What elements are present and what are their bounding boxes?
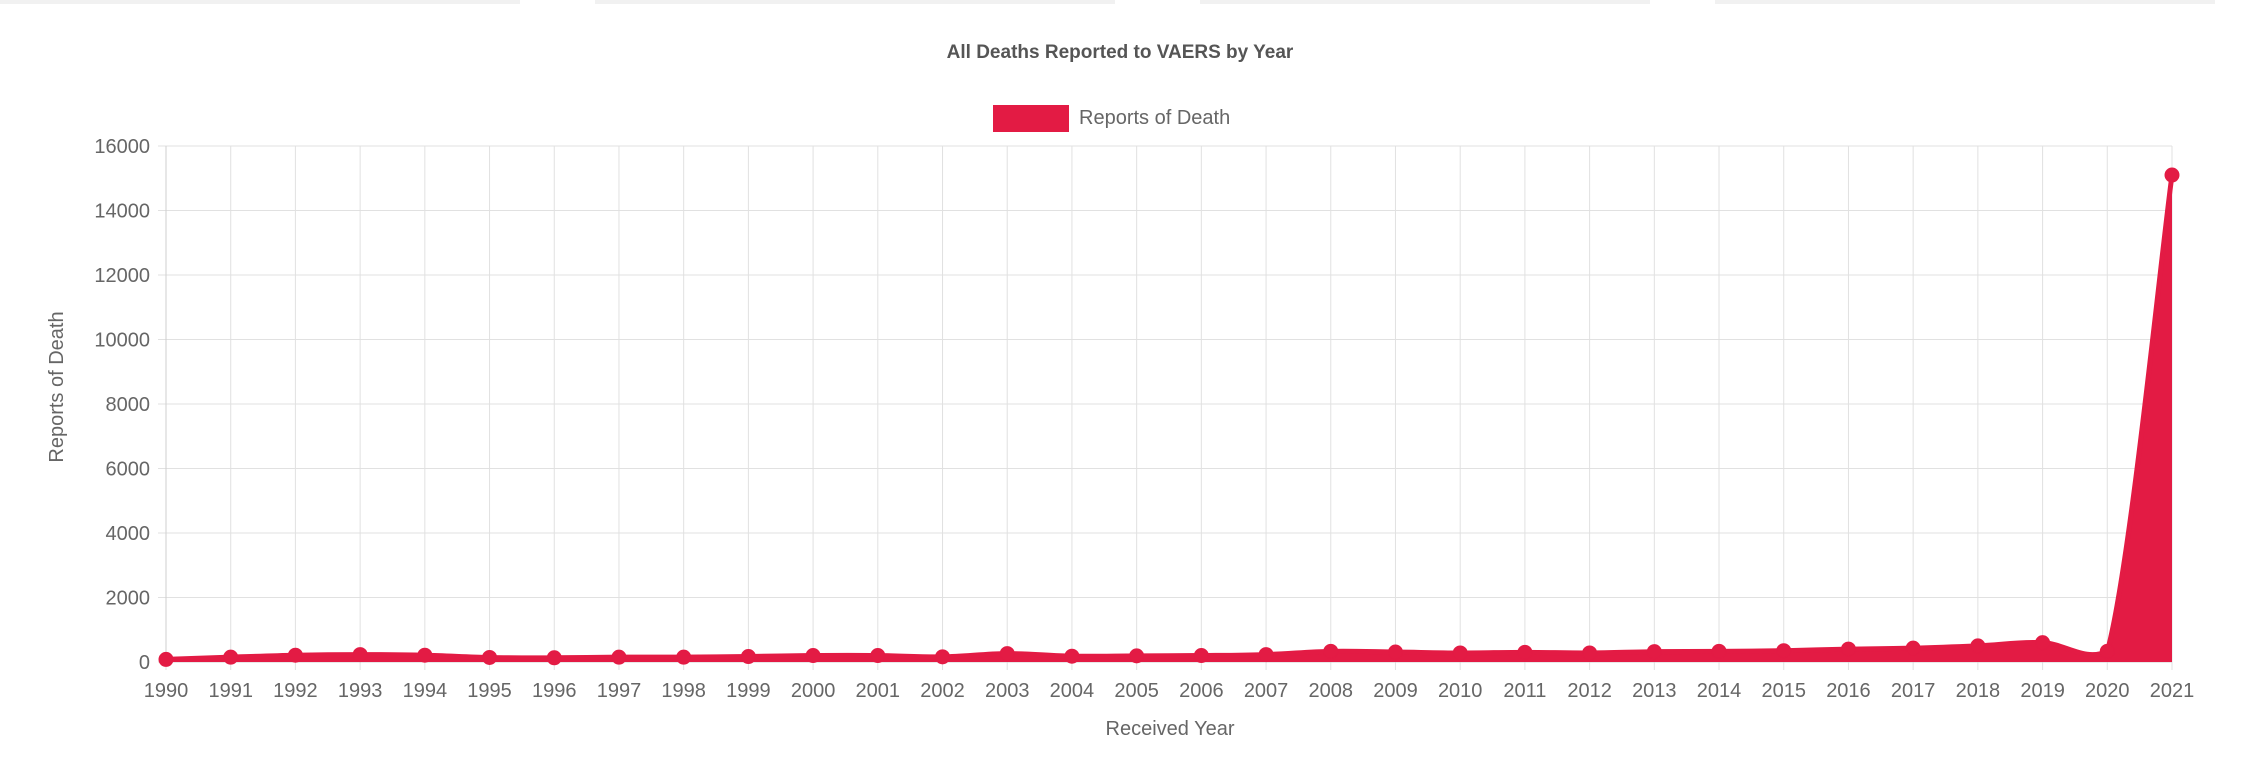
data-point-2000[interactable] xyxy=(805,648,821,664)
y-tick-label-2: 4000 xyxy=(106,523,151,545)
x-tick-label-2009: 2009 xyxy=(1373,680,1418,702)
top-panel-edge-4 xyxy=(1715,0,2215,4)
data-point-2021[interactable] xyxy=(2164,167,2180,183)
x-tick-label-1999: 1999 xyxy=(726,680,771,702)
y-tick-label-1: 2000 xyxy=(106,588,151,610)
data-point-2003[interactable] xyxy=(999,646,1015,662)
y-axis-title: Reports of Death xyxy=(46,311,68,462)
data-point-2012[interactable] xyxy=(1582,645,1598,661)
y-axis-ticks: 0 2000 4000 6000 8000 10000 12000 14000 16000 xyxy=(94,136,150,674)
top-panel-edge-1 xyxy=(0,0,520,4)
x-tick-label-2000: 2000 xyxy=(791,680,836,702)
x-tick-label-2013: 2013 xyxy=(1632,680,1677,702)
x-tick-label-2014: 2014 xyxy=(1697,680,1742,702)
chart-grid xyxy=(158,145,2173,670)
x-tick-label-1997: 1997 xyxy=(597,680,642,702)
x-tick-label-1996: 1996 xyxy=(532,680,577,702)
top-panel-edge-2 xyxy=(595,0,1115,4)
data-point-2015[interactable] xyxy=(1776,643,1792,659)
x-tick-label-2018: 2018 xyxy=(1956,680,2001,702)
data-point-2001[interactable] xyxy=(870,648,886,664)
x-tick-label-2007: 2007 xyxy=(1244,680,1289,702)
data-point-2004[interactable] xyxy=(1064,648,1080,664)
x-tick-label-2003: 2003 xyxy=(985,680,1030,702)
x-tick-label-1992: 1992 xyxy=(273,680,318,702)
data-point-2017[interactable] xyxy=(1905,640,1921,656)
data-point-2016[interactable] xyxy=(1840,641,1856,657)
data-point-2013[interactable] xyxy=(1646,644,1662,660)
top-panel-edge-3 xyxy=(1200,0,1650,4)
x-tick-label-1990: 1990 xyxy=(144,680,189,702)
data-point-1990[interactable] xyxy=(158,651,174,667)
series-area-layer xyxy=(165,174,2175,662)
data-point-2005[interactable] xyxy=(1129,648,1145,664)
chart-title: All Deaths Reported to VAERS by Year xyxy=(947,42,1294,63)
x-tick-label-2005: 2005 xyxy=(1114,680,1159,702)
legend-label: Reports of Death xyxy=(1079,107,1230,129)
series-area-fill xyxy=(166,175,2172,662)
y-tick-label-8: 16000 xyxy=(94,136,150,158)
data-point-2014[interactable] xyxy=(1711,643,1727,659)
data-point-2008[interactable] xyxy=(1323,643,1339,659)
data-point-1998[interactable] xyxy=(676,649,692,665)
data-point-2010[interactable] xyxy=(1452,645,1468,661)
data-point-2009[interactable] xyxy=(1387,644,1403,660)
data-point-1993[interactable] xyxy=(352,647,368,663)
data-point-2007[interactable] xyxy=(1258,647,1274,663)
x-tick-label-2010: 2010 xyxy=(1438,680,1483,702)
x-tick-label-2020: 2020 xyxy=(2085,680,2130,702)
legend-swatch xyxy=(993,105,1069,132)
x-tick-label-2006: 2006 xyxy=(1179,680,1224,702)
data-point-2020[interactable] xyxy=(2099,643,2115,659)
data-point-1996[interactable] xyxy=(546,650,562,666)
y-tick-label-3: 6000 xyxy=(106,459,151,481)
chart-legend[interactable]: Reports of Death xyxy=(993,105,1230,132)
x-tick-label-2001: 2001 xyxy=(856,680,901,702)
x-tick-label-1991: 1991 xyxy=(208,680,253,702)
x-tick-label-2015: 2015 xyxy=(1761,680,1806,702)
data-point-1991[interactable] xyxy=(223,649,239,665)
data-point-1994[interactable] xyxy=(417,647,433,663)
x-tick-label-2021: 2021 xyxy=(2150,680,2195,702)
data-point-2011[interactable] xyxy=(1517,644,1533,660)
data-point-2002[interactable] xyxy=(935,649,951,665)
y-tick-label-5: 10000 xyxy=(94,330,150,352)
x-tick-label-2012: 2012 xyxy=(1567,680,1612,702)
x-tick-label-2016: 2016 xyxy=(1826,680,1871,702)
x-axis-ticks: 1990 1991 1992 1993 1994 1995 1996 1997 1998 1999… xyxy=(144,680,2195,702)
x-tick-label-2017: 2017 xyxy=(1891,680,1936,702)
x-tick-label-2011: 2011 xyxy=(1503,680,1546,702)
y-tick-label-0: 0 xyxy=(139,652,150,674)
x-tick-label-1995: 1995 xyxy=(467,680,512,702)
series-points-layer xyxy=(158,167,2180,667)
data-point-1997[interactable] xyxy=(611,649,627,665)
y-tick-label-6: 12000 xyxy=(94,265,150,287)
x-tick-label-1994: 1994 xyxy=(403,680,448,702)
y-tick-label-4: 8000 xyxy=(106,394,151,416)
x-tick-label-2008: 2008 xyxy=(1309,680,1354,702)
y-tick-label-7: 14000 xyxy=(94,201,150,223)
data-point-2019[interactable] xyxy=(2035,635,2051,651)
data-point-1999[interactable] xyxy=(740,649,756,665)
x-axis-title: Received Year xyxy=(1106,718,1235,740)
x-tick-label-1993: 1993 xyxy=(338,680,383,702)
x-tick-label-2004: 2004 xyxy=(1050,680,1095,702)
data-point-2006[interactable] xyxy=(1193,648,1209,664)
data-point-1995[interactable] xyxy=(482,649,498,665)
x-tick-label-2019: 2019 xyxy=(2020,680,2065,702)
x-tick-label-1998: 1998 xyxy=(661,680,706,702)
series-line xyxy=(165,174,2175,662)
x-tick-label-2002: 2002 xyxy=(920,680,965,702)
data-point-1992[interactable] xyxy=(287,647,303,663)
data-point-2018[interactable] xyxy=(1970,638,1986,654)
